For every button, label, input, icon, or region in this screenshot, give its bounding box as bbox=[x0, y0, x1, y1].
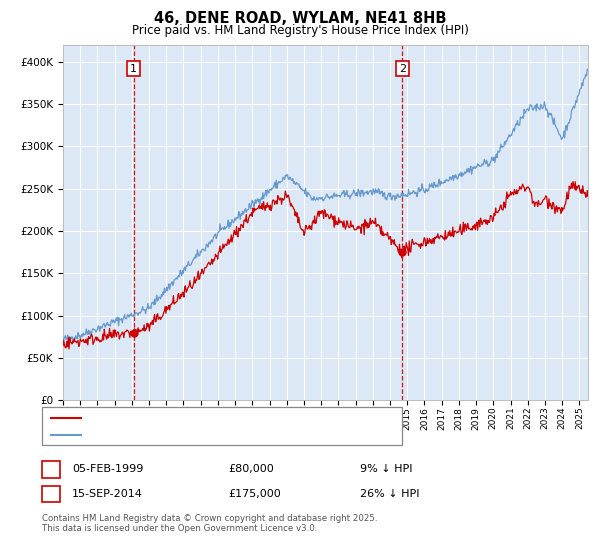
Text: 1: 1 bbox=[130, 63, 137, 73]
Text: 26% ↓ HPI: 26% ↓ HPI bbox=[360, 489, 419, 499]
Text: 46, DENE ROAD, WYLAM, NE41 8HB: 46, DENE ROAD, WYLAM, NE41 8HB bbox=[154, 11, 446, 26]
Text: 2: 2 bbox=[47, 489, 55, 499]
Text: HPI: Average price, detached house, Northumberland: HPI: Average price, detached house, Nort… bbox=[86, 430, 352, 440]
Text: £80,000: £80,000 bbox=[228, 464, 274, 474]
Text: Contains HM Land Registry data © Crown copyright and database right 2025.
This d: Contains HM Land Registry data © Crown c… bbox=[42, 514, 377, 534]
Text: Price paid vs. HM Land Registry's House Price Index (HPI): Price paid vs. HM Land Registry's House … bbox=[131, 24, 469, 36]
Text: 9% ↓ HPI: 9% ↓ HPI bbox=[360, 464, 413, 474]
Text: £175,000: £175,000 bbox=[228, 489, 281, 499]
Text: 2: 2 bbox=[399, 63, 406, 73]
Text: 1: 1 bbox=[47, 464, 55, 474]
Text: 15-SEP-2014: 15-SEP-2014 bbox=[72, 489, 143, 499]
Text: 05-FEB-1999: 05-FEB-1999 bbox=[72, 464, 143, 474]
Text: 46, DENE ROAD, WYLAM, NE41 8HB (detached house): 46, DENE ROAD, WYLAM, NE41 8HB (detached… bbox=[86, 413, 355, 423]
